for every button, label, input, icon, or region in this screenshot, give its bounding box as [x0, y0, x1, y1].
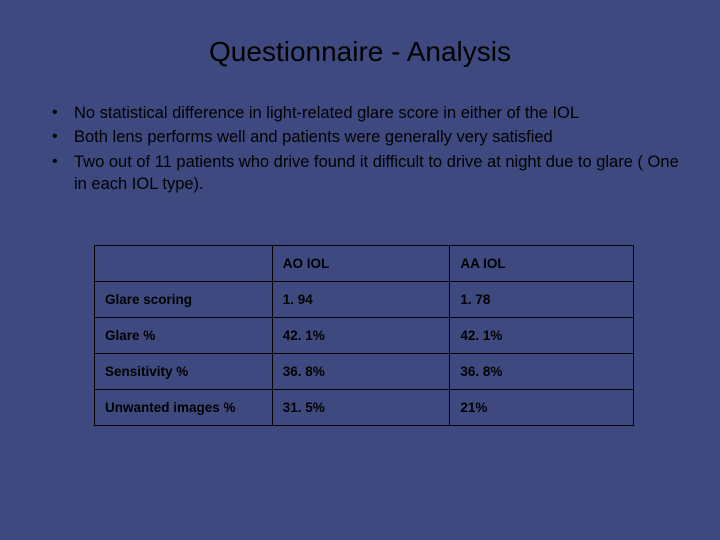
table-row: Sensitivity % 36. 8% 36. 8%	[95, 354, 634, 390]
bullet-list: No statistical difference in light-relat…	[38, 102, 682, 195]
table-cell: Glare %	[95, 318, 273, 354]
table-row: Glare % 42. 1% 42. 1%	[95, 318, 634, 354]
table-cell: 42. 1%	[272, 318, 450, 354]
table-row: Unwanted images % 31. 5% 21%	[95, 390, 634, 426]
table-cell: Unwanted images %	[95, 390, 273, 426]
bullet-item: Two out of 11 patients who drive found i…	[52, 151, 682, 196]
table-cell: 31. 5%	[272, 390, 450, 426]
table-cell: 36. 8%	[272, 354, 450, 390]
bullet-item: No statistical difference in light-relat…	[52, 102, 682, 124]
table-cell: 1. 78	[450, 282, 634, 318]
table-cell: Glare scoring	[95, 282, 273, 318]
table-cell: Sensitivity %	[95, 354, 273, 390]
slide-title: Questionnaire - Analysis	[38, 36, 682, 68]
table-cell: 36. 8%	[450, 354, 634, 390]
table-cell: 21%	[450, 390, 634, 426]
table-header-cell	[95, 246, 273, 282]
results-table: AO IOL AA IOL Glare scoring 1. 94 1. 78 …	[94, 245, 634, 426]
table-cell: 42. 1%	[450, 318, 634, 354]
table-cell: 1. 94	[272, 282, 450, 318]
table-header-cell: AO IOL	[272, 246, 450, 282]
table-header-cell: AA IOL	[450, 246, 634, 282]
bullet-item: Both lens performs well and patients wer…	[52, 126, 682, 148]
table-header-row: AO IOL AA IOL	[95, 246, 634, 282]
table-row: Glare scoring 1. 94 1. 78	[95, 282, 634, 318]
